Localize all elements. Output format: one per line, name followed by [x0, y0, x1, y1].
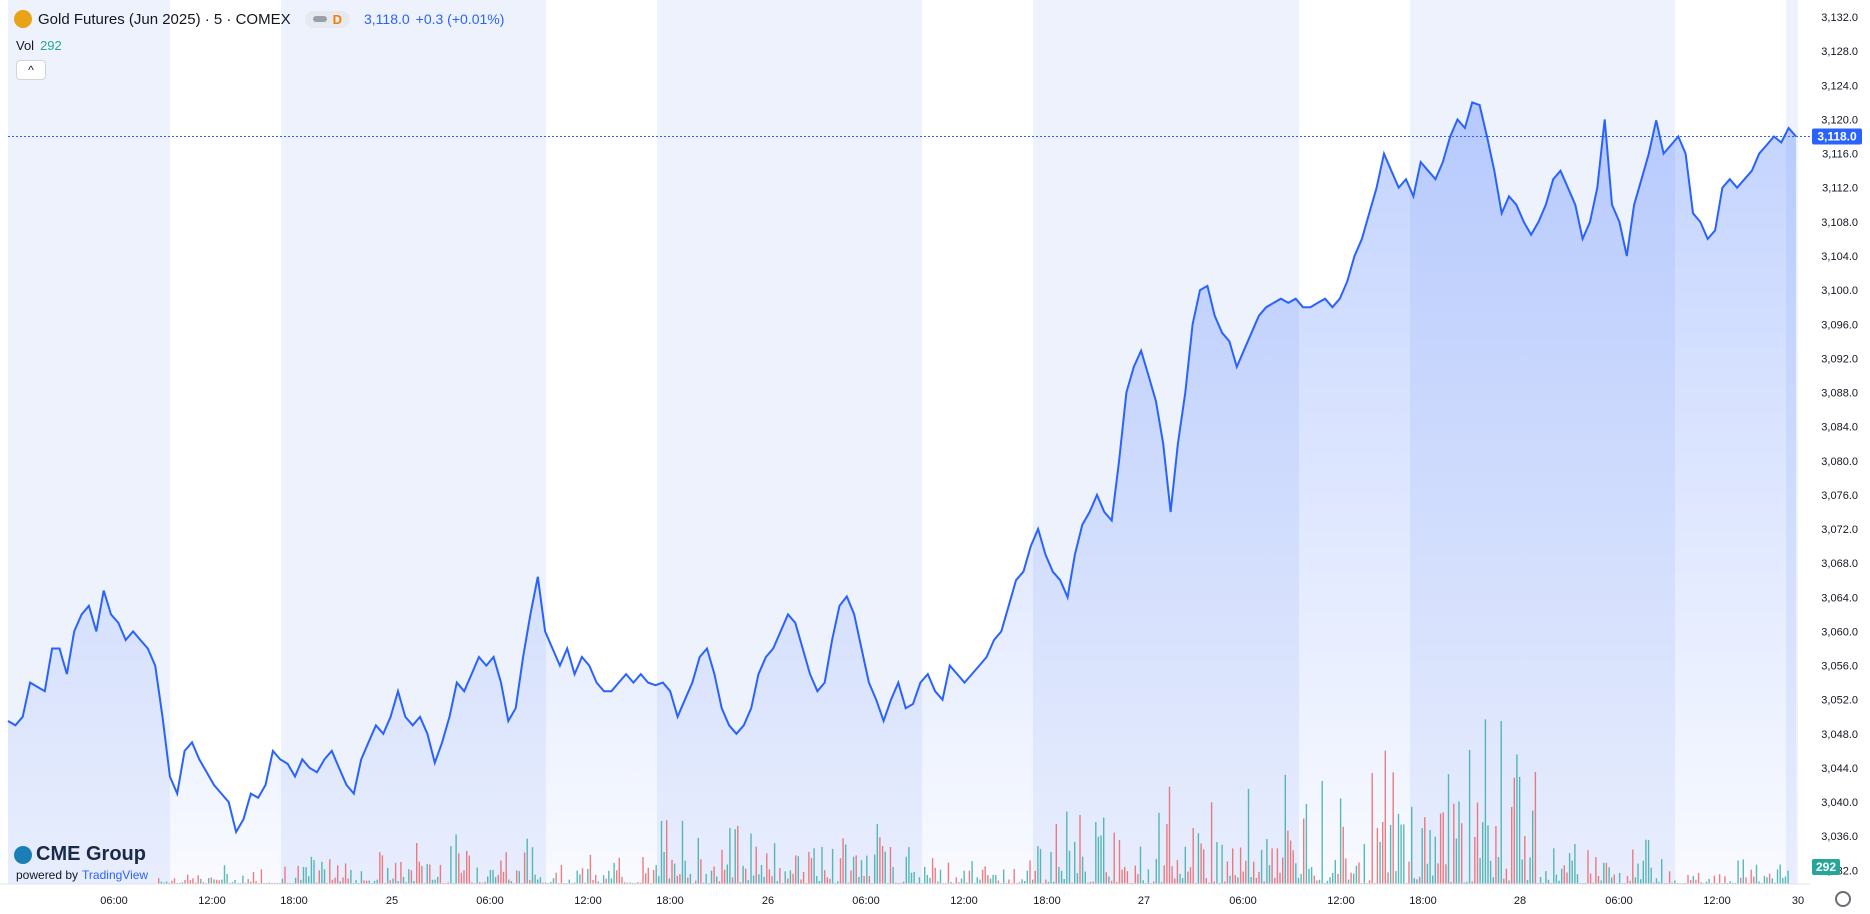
y-tick-label: 3,060.0	[1821, 626, 1858, 638]
x-tick-label: 12:00	[574, 895, 602, 907]
x-tick-label: 12:00	[950, 895, 978, 907]
price-line	[7, 101, 1797, 835]
y-tick-label: 3,068.0	[1821, 558, 1858, 570]
x-tick-label: 28	[1514, 895, 1526, 907]
gold-logo-icon	[14, 10, 32, 28]
volume-value: 292	[40, 38, 62, 53]
x-tick-label: 26	[762, 895, 774, 907]
last-price: 3,118.0	[363, 11, 410, 27]
y-tick-label: 3,092.0	[1821, 353, 1858, 365]
x-axis: 06:00 12:00 18:00 25 06:00 12:00 18:00 26 06:00 1…	[0, 883, 1810, 907]
interval-badge: D	[332, 11, 342, 27]
y-tick-label: 3,124.0	[1821, 80, 1858, 92]
last-volume-label: 292	[1816, 860, 1836, 874]
y-tick-label: 3,056.0	[1821, 661, 1858, 673]
x-tick-label: 30	[1792, 895, 1804, 907]
y-tick-label: 3,104.0	[1821, 251, 1858, 263]
globe-icon	[14, 845, 32, 864]
symbol-title[interactable]: Gold Futures (Jun 2025) · 5 · COMEX	[38, 10, 291, 28]
last-volume-badge: 292	[1812, 859, 1840, 875]
volume-legend: Vol 292	[16, 38, 62, 53]
x-tick-label: 06:00	[1229, 895, 1257, 907]
y-tick-label: 3,112.0	[1822, 183, 1858, 195]
x-tick-label: 12:00	[198, 895, 226, 907]
y-tick-label: 3,132.0	[1821, 12, 1858, 24]
chevron-up-icon: ^	[28, 63, 34, 77]
y-tick-label: 3,036.0	[1821, 831, 1858, 843]
tradingview-text: TradingView	[82, 868, 149, 882]
x-tick-label: 12:00	[1703, 895, 1731, 907]
y-tick-label: 3,120.0	[1821, 115, 1858, 127]
x-tick-label: 06:00	[476, 895, 504, 907]
x-tick-label: 18:00	[280, 895, 308, 907]
y-tick-label: 3,116.0	[1822, 149, 1858, 161]
y-tick-label: 3,048.0	[1821, 729, 1858, 741]
y-tick-label: 3,072.0	[1821, 524, 1858, 536]
y-tick-label: 3,128.0	[1821, 46, 1858, 58]
y-tick-label: 3,100.0	[1821, 285, 1858, 297]
x-tick-label: 12:00	[1327, 895, 1355, 907]
price-change: +0.3 (+0.01%)	[415, 11, 505, 27]
collapse-legend-button[interactable]: ^	[16, 60, 46, 80]
y-tick-label: 3,040.0	[1821, 797, 1858, 809]
powered-by-text: powered by	[16, 868, 79, 882]
y-tick-label: 3,064.0	[1821, 592, 1858, 604]
x-tick-label: 06:00	[852, 895, 880, 907]
y-tick-label: 3,096.0	[1821, 319, 1858, 331]
y-tick-label: 3,080.0	[1821, 456, 1858, 468]
settings-gear-icon[interactable]	[1835, 891, 1851, 907]
y-tick-label: 3,108.0	[1821, 217, 1858, 229]
y-tick-label: 3,076.0	[1821, 490, 1858, 502]
y-axis: 3,132.0 3,128.0 3,124.0 3,120.0 3,116.0 3,112…	[1821, 12, 1858, 877]
cme-group-logo: CME Group	[14, 843, 146, 866]
x-tick-label: 25	[386, 895, 398, 907]
cme-brand-text: CME Group	[36, 843, 146, 865]
y-tick-label: 3,052.0	[1821, 695, 1858, 707]
y-tick-label: 3,088.0	[1821, 388, 1858, 400]
symbol-legend: Gold Futures (Jun 2025) · 5 · COMEX D 3,…	[14, 10, 504, 28]
x-tick-label: 18:00	[1033, 895, 1061, 907]
volume-label: Vol	[16, 38, 35, 53]
price-area	[8, 102, 1796, 884]
x-tick-label: 06:00	[100, 895, 128, 907]
y-tick-label: 3,084.0	[1821, 422, 1858, 434]
x-tick-label: 18:00	[656, 895, 684, 907]
y-tick-label: 3,044.0	[1821, 763, 1858, 775]
last-price-badge: 3,118.0	[1812, 128, 1862, 145]
interval-pill[interactable]: D	[304, 10, 350, 28]
x-tick-label: 06:00	[1605, 895, 1633, 907]
powered-by[interactable]: powered by TradingView	[16, 868, 148, 882]
last-price-label: 3,118.0	[1817, 130, 1857, 144]
x-tick-label: 18:00	[1409, 895, 1437, 907]
eye-icon[interactable]	[312, 16, 327, 22]
x-tick-label: 27	[1138, 895, 1150, 907]
